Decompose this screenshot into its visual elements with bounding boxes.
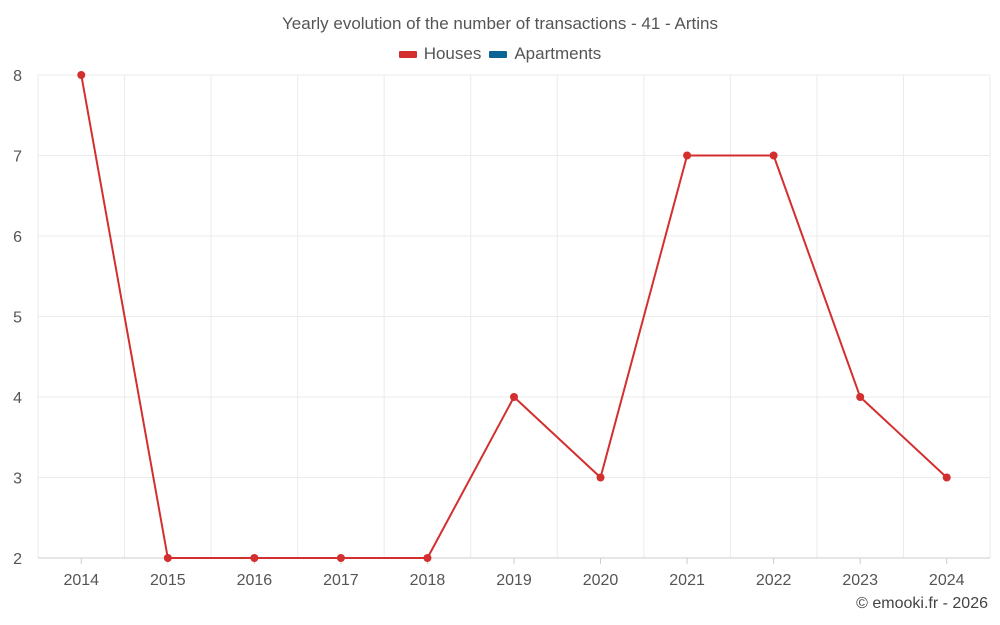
legend-item-apartments[interactable]: Apartments (489, 44, 601, 64)
data-point (683, 151, 692, 160)
x-tick-label: 2017 (323, 572, 359, 589)
chart-title: Yearly evolution of the number of transa… (282, 14, 718, 33)
x-tick-label: 2019 (496, 572, 532, 589)
data-point (163, 554, 172, 562)
legend-swatch-houses (398, 50, 417, 58)
x-tick-label: 2015 (150, 572, 186, 589)
x-tick-label: 2014 (63, 572, 99, 589)
y-tick-label: 7 (13, 149, 22, 166)
x-tick-label: 2023 (842, 572, 878, 589)
data-point (336, 554, 345, 562)
x-tick-label: 2018 (410, 572, 446, 589)
x-tick-label: 2022 (756, 572, 792, 589)
legend-item-houses[interactable]: Houses (398, 44, 482, 64)
y-tick-label: 3 (13, 471, 22, 488)
y-tick-label: 2 (13, 551, 22, 568)
data-point (510, 393, 518, 401)
legend-swatch-apartments (489, 50, 508, 58)
data-point (769, 151, 778, 160)
data-point (250, 554, 259, 562)
y-tick-label: 8 (13, 68, 22, 85)
chart-legend: Houses Apartments (0, 44, 1000, 64)
credit-text: © emooki.fr - 2026 (856, 595, 988, 612)
x-tick-label: 2016 (237, 572, 273, 589)
legend-label-apartments: Apartments (514, 44, 602, 63)
y-tick-label: 5 (13, 310, 22, 327)
data-point (942, 473, 951, 482)
x-tick-label: 2020 (583, 572, 619, 589)
legend-label-houses: Houses (423, 44, 482, 63)
y-tick-label: 4 (13, 390, 22, 407)
data-point (77, 71, 86, 79)
data-point (423, 554, 432, 562)
y-tick-label: 6 (13, 229, 22, 246)
data-point (596, 473, 605, 482)
x-tick-label: 2024 (929, 572, 965, 589)
data-point (856, 393, 865, 401)
x-tick-label: 2021 (669, 572, 705, 589)
